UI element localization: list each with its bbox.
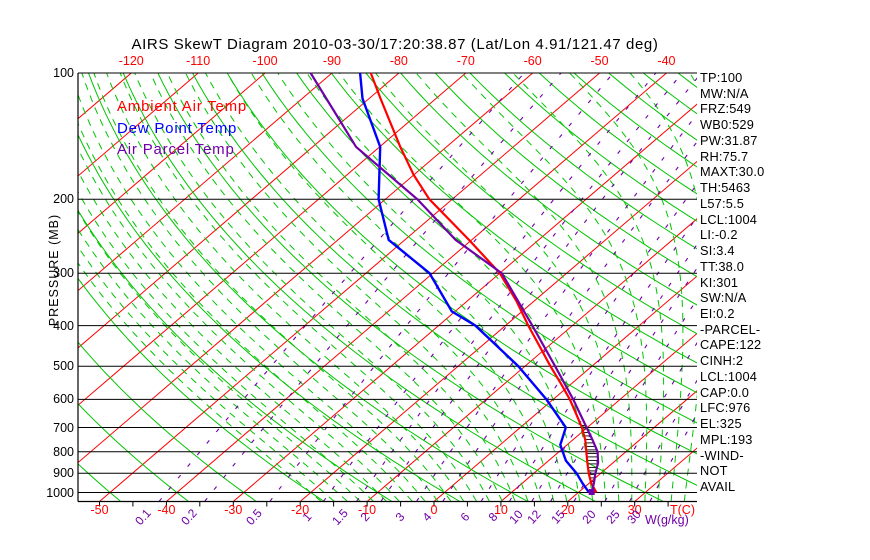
stat-line: RH:75.7 [700,148,749,164]
stat-line: KI:301 [700,274,739,290]
pressure-tick-label: 800 [53,444,74,459]
pressure-tick-label: 300 [53,266,74,281]
stat-line: PW:31.87 [700,132,758,148]
stat-line: CAPE:122 [700,337,762,353]
stat-line: MAXT:30.0 [700,164,765,180]
stat-line: CINH:2 [700,353,744,369]
top-temp-label: -40 [657,54,676,68]
bottom-temp-label: -20 [291,503,310,517]
pressure-tick-label: 400 [53,318,74,333]
stat-line: -PARCEL- [700,321,761,337]
stats-panel: TP:100 MW:N/A FRZ:549 WB0:529 PW:31.87 RH:75.… [700,70,764,495]
top-temp-label: -120 [118,54,144,68]
top-temp-label: -50 [590,54,609,68]
top-temp-label: -60 [523,54,542,68]
pressure-tick-label: 500 [53,359,74,374]
top-temp-label: -110 [186,54,211,68]
stat-line: FRZ:549 [700,101,752,117]
pressure-tick-label: 200 [53,192,74,207]
stat-line: SW:N/A [700,290,747,306]
pressure-tick-label: 900 [53,466,74,481]
stat-line: TP:100 [700,70,743,85]
stat-line: LFC:976 [700,400,751,416]
stat-line: EL:325 [700,416,742,432]
bottom-temp-label: -10 [358,503,377,517]
pressure-tick-label: 100 [53,66,74,80]
stat-line: CAP:0.0 [700,384,750,400]
bottom-temp-label: -30 [224,503,243,517]
bottom-temp-label: 20 [560,503,575,517]
bottom-temp-label: 0 [430,503,438,517]
stat-line: MW:N/A [700,85,749,101]
stat-line: TT:38.0 [700,258,745,274]
bottom-temp-label: -40 [157,503,176,517]
stat-line: EI:0.2 [700,306,735,322]
stat-line: WB0:529 [700,117,755,133]
stat-line: LCL:1004 [700,211,758,227]
stat-line: LCL:1004 [700,368,758,384]
mixing-axis-unit: W(g/kg) [645,513,689,527]
pressure-tick-label: 600 [53,392,74,407]
stat-line: TH:5463 [700,180,751,196]
legend-ambient-air-temp: Ambient Air Temp [117,98,248,115]
legend: Ambient Air Temp Dew Point Temp Air Parc… [117,98,247,163]
legend-air-parcel-temp: Air Parcel Temp [117,141,235,158]
top-temp-label: -70 [456,54,475,68]
stat-line: L57:5.5 [700,195,745,211]
bottom-temp-label: 30 [627,503,642,517]
chart-title: AIRS SkewT Diagram 2010-03-30/17:20:38.8… [131,36,659,53]
stat-line: LI:-0.2 [700,227,738,243]
stat-line: AVAIL [700,479,736,495]
bottom-temp-label: 10 [493,503,508,517]
stat-line: MPL:193 [700,431,753,447]
stat-line: -WIND- [700,447,744,463]
stat-line: NOT [700,463,728,479]
legend-dew-point-temp: Dew Point Temp [117,119,238,137]
pressure-tick-label: 1000 [46,485,74,500]
top-temp-label: -100 [252,54,278,68]
top-temp-label: -80 [389,54,408,68]
bottom-temp-label: -50 [90,503,109,517]
top-temp-label: -90 [322,54,341,68]
stat-line: SI:3.4 [700,243,735,259]
temp-axis-unit: T(C) [670,503,695,517]
pressure-tick-label: 700 [53,420,74,435]
